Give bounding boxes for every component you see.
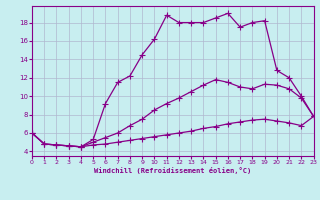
X-axis label: Windchill (Refroidissement éolien,°C): Windchill (Refroidissement éolien,°C): [94, 167, 252, 174]
